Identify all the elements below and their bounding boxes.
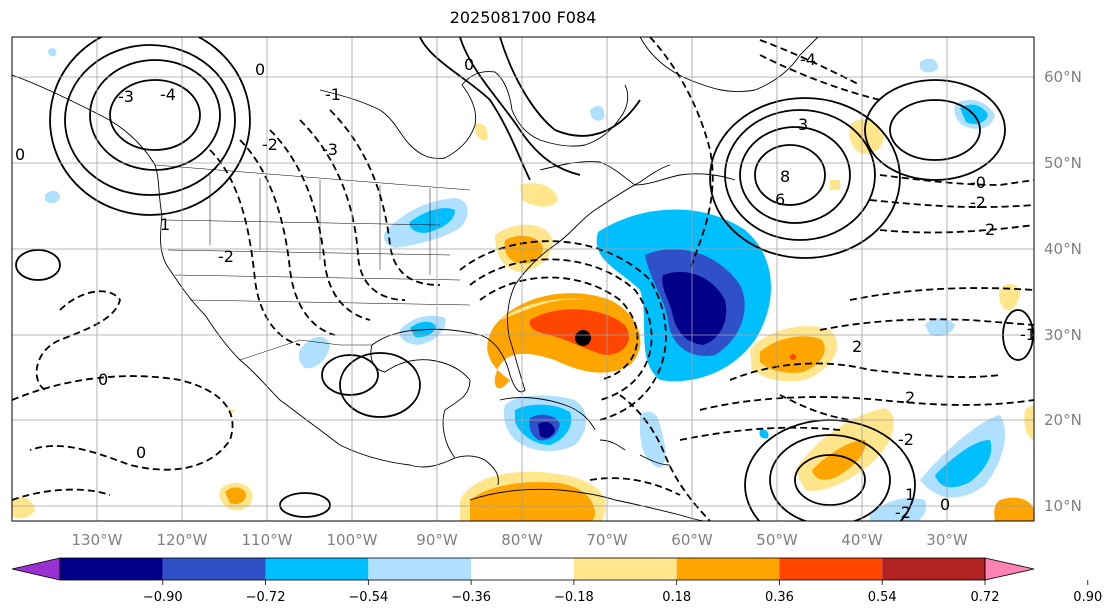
contour-label: 0 — [136, 443, 146, 462]
graticule — [12, 37, 1034, 521]
contour-label: -4 — [160, 85, 176, 104]
contour-label: 6 — [775, 190, 785, 209]
colorbar-tick-label: −0.90 — [143, 590, 183, 605]
contour-label: -2 — [262, 135, 278, 154]
contour-label: -1 — [1020, 325, 1036, 344]
lon-label: 60°W — [671, 531, 713, 549]
colorbar-extend-high — [984, 557, 1035, 581]
lat-label: 30°N — [1044, 326, 1082, 344]
contour-label: 0 — [940, 495, 950, 514]
contour-label: -4 — [800, 50, 816, 69]
lon-label: 110°W — [242, 531, 293, 549]
colorbar-tick-label: 0.36 — [765, 590, 794, 605]
lon-label: 80°W — [501, 531, 543, 549]
colorbar-tick-label: 0.18 — [662, 590, 691, 605]
lat-label: 60°N — [1044, 68, 1082, 86]
colorbar-segment — [162, 558, 266, 580]
contour-label: 0 — [255, 60, 265, 79]
contour-lines — [15, 37, 1034, 521]
contour-label: 1 — [905, 485, 915, 504]
colorbar-segment — [779, 558, 883, 580]
colorbar-segment — [676, 558, 780, 580]
contour-label: 2 — [985, 220, 995, 239]
contour-label: 3 — [798, 115, 808, 134]
latitude-labels: 60°N 50°N 40°N 30°N 20°N 10°N — [1044, 68, 1082, 515]
lon-label: 50°W — [756, 531, 798, 549]
lon-label: 130°W — [72, 531, 123, 549]
colorbar: −0.90 −0.72 −0.54 −0.36 −0.18 0.18 0.36 0.54 0.7… — [11, 557, 1102, 605]
colorbar-tick-label: −0.18 — [554, 590, 594, 605]
contour-label: -2 — [970, 193, 986, 212]
contour-label: -0 — [970, 173, 986, 192]
contour-label: -3 — [118, 87, 134, 106]
colorbar-segment — [471, 558, 574, 580]
colorbar-extend-low — [11, 557, 61, 581]
dashed-contour-lines — [12, 37, 1034, 521]
lat-label: 10°N — [1044, 497, 1082, 515]
contour-label: -2 — [898, 430, 914, 449]
lat-label: 50°N — [1044, 154, 1082, 172]
contour-label: 0 — [15, 145, 25, 164]
contour-label: -2 — [895, 503, 911, 522]
colorbar-segment — [60, 558, 163, 580]
contour-label: 0 — [98, 370, 108, 389]
longitude-labels: 130°W 120°W 110°W 100°W 90°W 80°W 70°W 6… — [72, 531, 968, 549]
contour-label: -1 — [325, 85, 341, 104]
colorbar-tick-label: 0.90 — [1073, 590, 1102, 605]
contour-label: 2 — [852, 337, 862, 356]
contour-label: 1 — [160, 215, 170, 234]
colorbar-tick-label: 0.72 — [971, 590, 1000, 605]
colorbar-tick-label: −0.72 — [246, 590, 286, 605]
contour-label: 0 — [464, 55, 474, 74]
map-frame — [11, 36, 1035, 522]
lon-label: 90°W — [416, 531, 458, 549]
colorbar-segment — [573, 558, 677, 580]
contour-label: -2 — [218, 247, 234, 266]
lon-label: 100°W — [327, 531, 378, 549]
colorbar-segment — [368, 558, 472, 580]
lat-label: 40°N — [1044, 240, 1082, 258]
lon-label: 120°W — [157, 531, 208, 549]
lat-label: 20°N — [1044, 411, 1082, 429]
colorbar-tick-label: −0.36 — [451, 590, 491, 605]
colorbar-segment — [882, 558, 985, 580]
map-title: 2025081700 F084 — [449, 8, 597, 27]
colorbar-tick-label: 0.54 — [868, 590, 897, 605]
shaded-anomaly-areas — [12, 47, 1034, 521]
colorbar-segment — [265, 558, 369, 580]
coastlines — [12, 37, 819, 521]
contour-label: 2 — [905, 388, 915, 407]
political-borders — [154, 164, 471, 361]
lon-label: 30°W — [926, 531, 968, 549]
colorbar-outline — [59, 557, 986, 581]
lon-label: 40°W — [841, 531, 883, 549]
contour-label: -3 — [322, 140, 338, 159]
contour-label-group: -4 -3 -3 -2 -2 -1 0 0 0 0 1 2 2 2 3 6 8 … — [15, 50, 1036, 522]
colorbar-tick-label: −0.54 — [348, 590, 388, 605]
lon-label: 70°W — [586, 531, 628, 549]
contour-label: 8 — [780, 167, 790, 186]
